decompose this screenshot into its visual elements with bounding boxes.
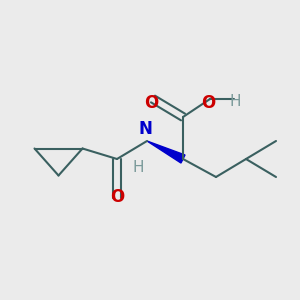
Text: H: H [133, 160, 144, 175]
Text: O: O [201, 94, 216, 112]
Polygon shape [147, 141, 185, 163]
Text: H: H [230, 94, 241, 110]
Text: N: N [139, 120, 152, 138]
Text: O: O [144, 94, 159, 112]
Text: O: O [110, 188, 124, 206]
